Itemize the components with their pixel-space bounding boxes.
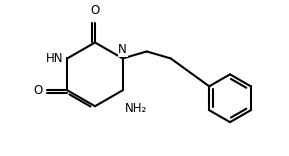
Text: O: O <box>90 4 100 17</box>
Text: O: O <box>33 84 42 97</box>
Text: NH₂: NH₂ <box>125 102 147 115</box>
Text: N: N <box>118 43 127 56</box>
Text: HN: HN <box>46 52 63 65</box>
